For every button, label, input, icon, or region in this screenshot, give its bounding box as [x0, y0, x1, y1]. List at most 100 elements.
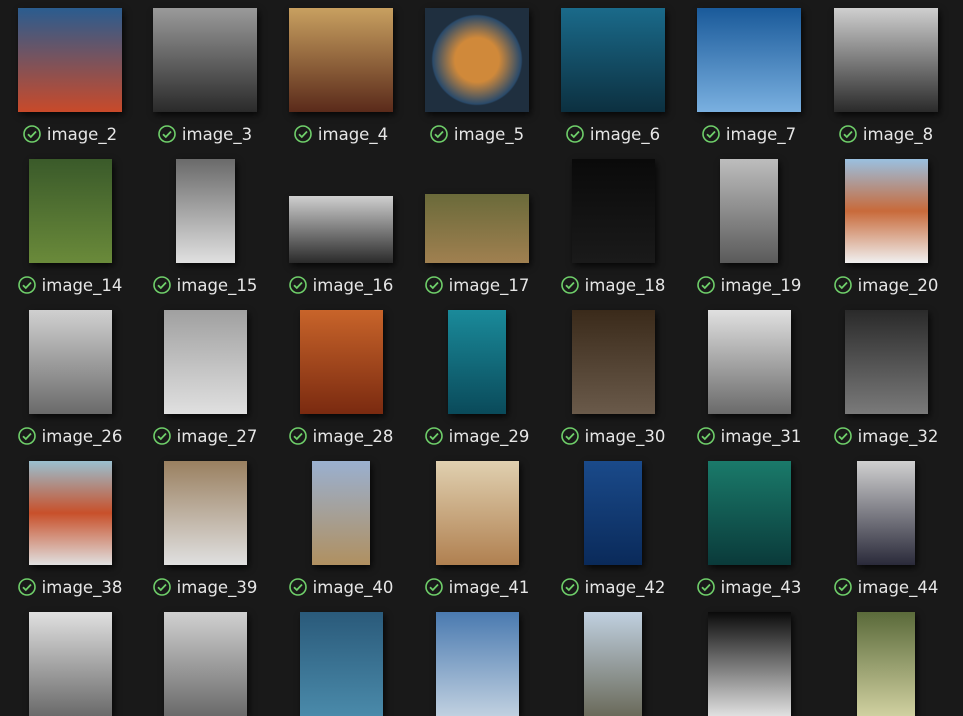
- file-name: image_16: [312, 275, 394, 295]
- sync-status-icon: [288, 578, 307, 596]
- file-name: image_40: [312, 577, 394, 597]
- thumbnail[interactable]: [435, 461, 519, 565]
- file-name: image_38: [41, 577, 123, 597]
- file-label[interactable]: image_19: [681, 273, 817, 297]
- sync-status-icon: [17, 427, 36, 445]
- file-label[interactable]: image_2: [2, 122, 138, 146]
- file-label[interactable]: image_32: [818, 424, 954, 448]
- sync-status-icon: [23, 125, 41, 143]
- file-label[interactable]: image_15: [137, 273, 273, 297]
- thumbnail[interactable]: [28, 310, 112, 414]
- file-label[interactable]: image_17: [409, 273, 545, 297]
- file-name: image_8: [862, 124, 934, 144]
- thumbnail[interactable]: [299, 612, 383, 716]
- file-name: image_20: [857, 275, 939, 295]
- file-name: image_31: [720, 426, 802, 446]
- thumbnail[interactable]: [163, 612, 247, 716]
- file-label[interactable]: image_4: [273, 122, 409, 146]
- sync-status-icon: [430, 125, 448, 143]
- file-name: image_42: [584, 577, 666, 597]
- file-name: image_19: [720, 275, 802, 295]
- sync-status-icon: [566, 125, 584, 143]
- thumbnail[interactable]: [425, 194, 529, 263]
- sync-status-icon: [833, 276, 852, 294]
- file-name: image_26: [41, 426, 123, 446]
- thumbnail[interactable]: [571, 159, 655, 263]
- thumbnail[interactable]: [697, 8, 801, 112]
- sync-status-icon: [833, 578, 852, 596]
- file-name: image_30: [584, 426, 666, 446]
- file-name: image_14: [41, 275, 123, 295]
- thumbnail[interactable]: [28, 461, 112, 565]
- file-label[interactable]: image_43: [681, 575, 817, 599]
- file-name: image_6: [589, 124, 661, 144]
- file-label[interactable]: image_31: [681, 424, 817, 448]
- thumbnail[interactable]: [163, 310, 247, 414]
- file-label[interactable]: image_26: [2, 424, 138, 448]
- file-label[interactable]: image_20: [818, 273, 954, 297]
- thumbnail[interactable]: [707, 310, 791, 414]
- file-name: image_4: [317, 124, 389, 144]
- file-name: image_28: [312, 426, 394, 446]
- thumbnail[interactable]: [844, 159, 928, 263]
- file-name: image_41: [448, 577, 530, 597]
- thumbnail[interactable]: [857, 461, 915, 565]
- thumbnail[interactable]: [289, 8, 393, 112]
- file-label[interactable]: image_38: [2, 575, 138, 599]
- thumbnail[interactable]: [289, 196, 393, 263]
- sync-status-icon: [294, 125, 312, 143]
- thumbnail[interactable]: [584, 612, 642, 716]
- sync-status-icon: [424, 427, 443, 445]
- file-name: image_39: [176, 577, 258, 597]
- file-name: image_29: [448, 426, 530, 446]
- thumbnail[interactable]: [707, 461, 791, 565]
- file-label[interactable]: image_3: [137, 122, 273, 146]
- file-name: image_18: [584, 275, 666, 295]
- file-label[interactable]: image_28: [273, 424, 409, 448]
- sync-status-icon: [560, 427, 579, 445]
- thumbnail[interactable]: [425, 8, 529, 112]
- file-label[interactable]: image_40: [273, 575, 409, 599]
- file-label[interactable]: image_5: [409, 122, 545, 146]
- thumbnail[interactable]: [561, 8, 665, 112]
- sync-status-icon: [696, 427, 715, 445]
- file-label[interactable]: image_30: [545, 424, 681, 448]
- file-name: image_44: [857, 577, 939, 597]
- file-label[interactable]: image_27: [137, 424, 273, 448]
- thumbnail[interactable]: [707, 612, 791, 716]
- thumbnail[interactable]: [18, 8, 122, 112]
- file-label[interactable]: image_42: [545, 575, 681, 599]
- file-name: image_5: [453, 124, 525, 144]
- file-name: image_27: [176, 426, 258, 446]
- thumbnail[interactable]: [299, 310, 383, 414]
- file-label[interactable]: image_7: [681, 122, 817, 146]
- thumbnail[interactable]: [435, 612, 519, 716]
- sync-status-icon: [152, 427, 171, 445]
- file-label[interactable]: image_39: [137, 575, 273, 599]
- file-label[interactable]: image_41: [409, 575, 545, 599]
- thumbnail[interactable]: [844, 310, 928, 414]
- thumbnail[interactable]: [163, 461, 247, 565]
- file-label[interactable]: image_6: [545, 122, 681, 146]
- file-label[interactable]: image_29: [409, 424, 545, 448]
- file-name: image_7: [725, 124, 797, 144]
- thumbnail[interactable]: [153, 8, 257, 112]
- thumbnail[interactable]: [28, 159, 112, 263]
- sync-status-icon: [560, 276, 579, 294]
- file-label[interactable]: image_16: [273, 273, 409, 297]
- sync-status-icon: [833, 427, 852, 445]
- file-label[interactable]: image_14: [2, 273, 138, 297]
- thumbnail[interactable]: [312, 461, 370, 565]
- thumbnail[interactable]: [175, 159, 235, 263]
- thumbnail[interactable]: [584, 461, 642, 565]
- thumbnail[interactable]: [448, 310, 506, 414]
- file-label[interactable]: image_44: [818, 575, 954, 599]
- file-label[interactable]: image_8: [818, 122, 954, 146]
- thumbnail[interactable]: [571, 310, 655, 414]
- thumbnail[interactable]: [834, 8, 938, 112]
- thumbnail[interactable]: [720, 159, 778, 263]
- sync-status-icon: [158, 125, 176, 143]
- thumbnail[interactable]: [857, 612, 915, 716]
- thumbnail[interactable]: [28, 612, 112, 716]
- file-label[interactable]: image_18: [545, 273, 681, 297]
